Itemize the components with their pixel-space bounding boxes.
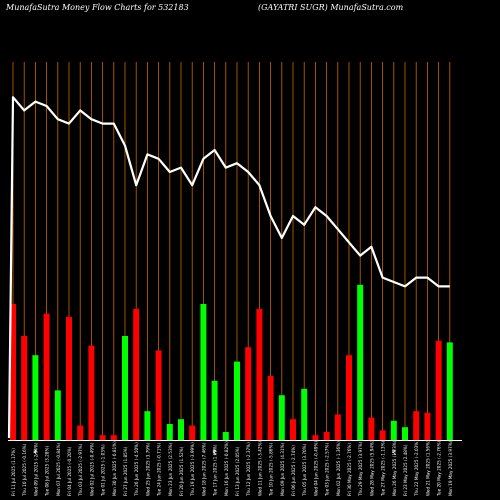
x-tick-label: Fri 04 Jul 2025 (-0.20%) — [67, 446, 72, 496]
currency-mark: ₹ — [33, 449, 38, 457]
money-flow-bar — [245, 347, 252, 440]
x-tick-label: Mon 26 May 2025 (1.73%) — [392, 440, 397, 496]
x-tick-label: Mon 07 Jul 2025 (-0.84%) — [56, 442, 61, 496]
x-tick-label: Thu 26 Jun 2025 (-4.50%) — [134, 442, 139, 497]
money-flow-bar — [43, 313, 50, 440]
money-flow-bar — [144, 411, 151, 440]
x-tick-label: Tue 03 Jun 2025 (-2.57%) — [325, 443, 330, 497]
x-tick-label: Wed 04 Jun 2025 (-0.49%) — [313, 441, 318, 496]
x-tick-label: Wed 09 Jul 2025 (-2.94%) — [33, 442, 38, 496]
x-tick-label: Tue 10 Jun 2025 (-5.86%) — [269, 443, 274, 497]
x-tick-label: Mon 16 Jun 2025 (-0.82%) — [224, 441, 229, 496]
x-tick-label: Wed 21 May 2025 (1.56%) — [425, 440, 430, 496]
x-tick-label: Thu 03 Jul 2025 (-2.97%) — [78, 443, 83, 497]
money-flow-bar — [200, 304, 207, 440]
money-flow-bar — [77, 425, 84, 440]
money-flow-bar — [290, 419, 296, 440]
money-flow-bar — [402, 427, 408, 440]
money-flow-bar — [54, 390, 61, 440]
x-tick-label: Thu 22 May 2025 (-2.03%) — [414, 440, 419, 497]
x-tick-label: Mon 02 Jun 2025 (-1.36%) — [336, 441, 341, 496]
money-flow-bar — [334, 414, 341, 440]
money-flow-bar — [66, 316, 72, 440]
x-tick-label: Wed 28 May 2025 (5.94%) — [369, 440, 374, 496]
x-tick-label: Wed 25 Jun 2025 (3.79%) — [145, 442, 150, 496]
money-flow-bar — [435, 340, 442, 440]
money-flow-bar — [267, 376, 274, 440]
x-tick-label: Thu 29 May 2025 (3.97%) — [358, 441, 363, 497]
money-flow-bar — [10, 304, 16, 440]
money-flow-bar — [323, 432, 330, 440]
x-tick-label: Fri 13 Jun 2025 (2.05%) — [235, 446, 240, 496]
money-flow-bar — [178, 419, 184, 440]
x-tick-label: Wed 02 Jul 2025 (-0.49%) — [89, 442, 94, 496]
x-tick-label: Fri 23 May 2025 (2.48%) — [403, 444, 408, 496]
x-tick-label: Tue 08 Jul 2025 (3.28%) — [45, 446, 50, 497]
money-flow-bar — [357, 284, 364, 440]
money-flow-bar — [256, 308, 263, 440]
x-tick-label: Tue 01 Jul 2025 (-1.03%) — [101, 444, 106, 497]
x-tick-label: Fri 11 Jul 2025 (1.17%) — [11, 448, 16, 496]
money-flow-bar — [211, 380, 218, 440]
currency-mark: ₹ — [212, 449, 217, 457]
money-flow-bar — [368, 417, 375, 440]
money-flow-bar — [346, 355, 352, 440]
x-tick-label: Tue 17 Jun 2025 (1.69%) — [213, 444, 218, 497]
money-flow-bar — [155, 350, 162, 440]
money-flow-bar — [312, 435, 319, 440]
price-line — [7, 96, 450, 439]
x-tick-label: Thu 10 Jul 2025 (-0.16%) — [22, 443, 27, 497]
money-flow-bar — [446, 342, 453, 440]
money-flow-bar — [166, 424, 173, 440]
x-tick-label: Tue 24 Jun 2025 (-0.71%) — [157, 443, 162, 497]
x-tick-label: Mon 09 Jun 2025 (4.31%) — [280, 442, 285, 496]
money-flow-bar — [122, 336, 128, 440]
money-flow-bar — [21, 336, 28, 440]
money-flow-bar — [278, 395, 285, 440]
x-tick-label: Fri 30 May 2025 (-2.76%) — [347, 443, 352, 496]
x-tick-label: Mon 19 May 2025 (3.97%) — [448, 440, 453, 496]
money-flow-bar — [234, 361, 240, 440]
x-tick-label: Mon 30 Jun 2025 (-0.81%) — [112, 441, 117, 496]
x-tick-label: Wed 18 Jun 2025 (7.46%) — [201, 442, 206, 496]
x-tick-label: Fri 20 Jun 2025 (1.52%) — [179, 446, 184, 496]
x-tick-label: Thu 19 Jun 2025 (-3.99%) — [190, 442, 195, 497]
money-flow-bar — [189, 425, 196, 440]
money-flow-bar — [424, 412, 431, 440]
money-flow-bar — [222, 432, 229, 440]
money-flow-bar — [390, 420, 397, 440]
x-tick-label: Tue 27 May 2025 (-1.13%) — [381, 440, 386, 497]
x-tick-label: Tue 20 May 2025 (-2.76%) — [437, 440, 442, 497]
money-flow-bar — [301, 388, 308, 440]
x-tick-label: Mon 23 Jun 2025 (2.53%) — [168, 442, 173, 496]
x-tick-label: Thu 05 Jun 2025 (3.70%) — [302, 443, 307, 497]
x-tick-label: Fri 27 Jun 2025 (1.85%) — [123, 446, 128, 496]
currency-mark: ₹ — [392, 449, 397, 457]
money-flow-bar — [32, 355, 39, 440]
chart-title-left: MunafaSutra Money Flow Charts for 532183 — [6, 3, 189, 12]
money-flow-bar — [133, 308, 140, 440]
money-flow-bar — [413, 411, 420, 440]
x-tick-label: Wed 11 Jun 2025 (-3.42%) — [257, 441, 262, 496]
x-tick-label: Fri 06 Jun 2025 (-2.74%) — [291, 445, 296, 496]
x-tick-label: Thu 12 Jun 2025 (-2.37%) — [246, 442, 251, 497]
money-flow-bar — [88, 345, 95, 440]
money-flow-bar — [110, 435, 117, 440]
money-flow-bar — [379, 430, 386, 440]
money-flow-bar — [99, 435, 106, 440]
chart-title-right: (GAYATRI SUGR) MunafaSutra.com — [258, 3, 404, 12]
